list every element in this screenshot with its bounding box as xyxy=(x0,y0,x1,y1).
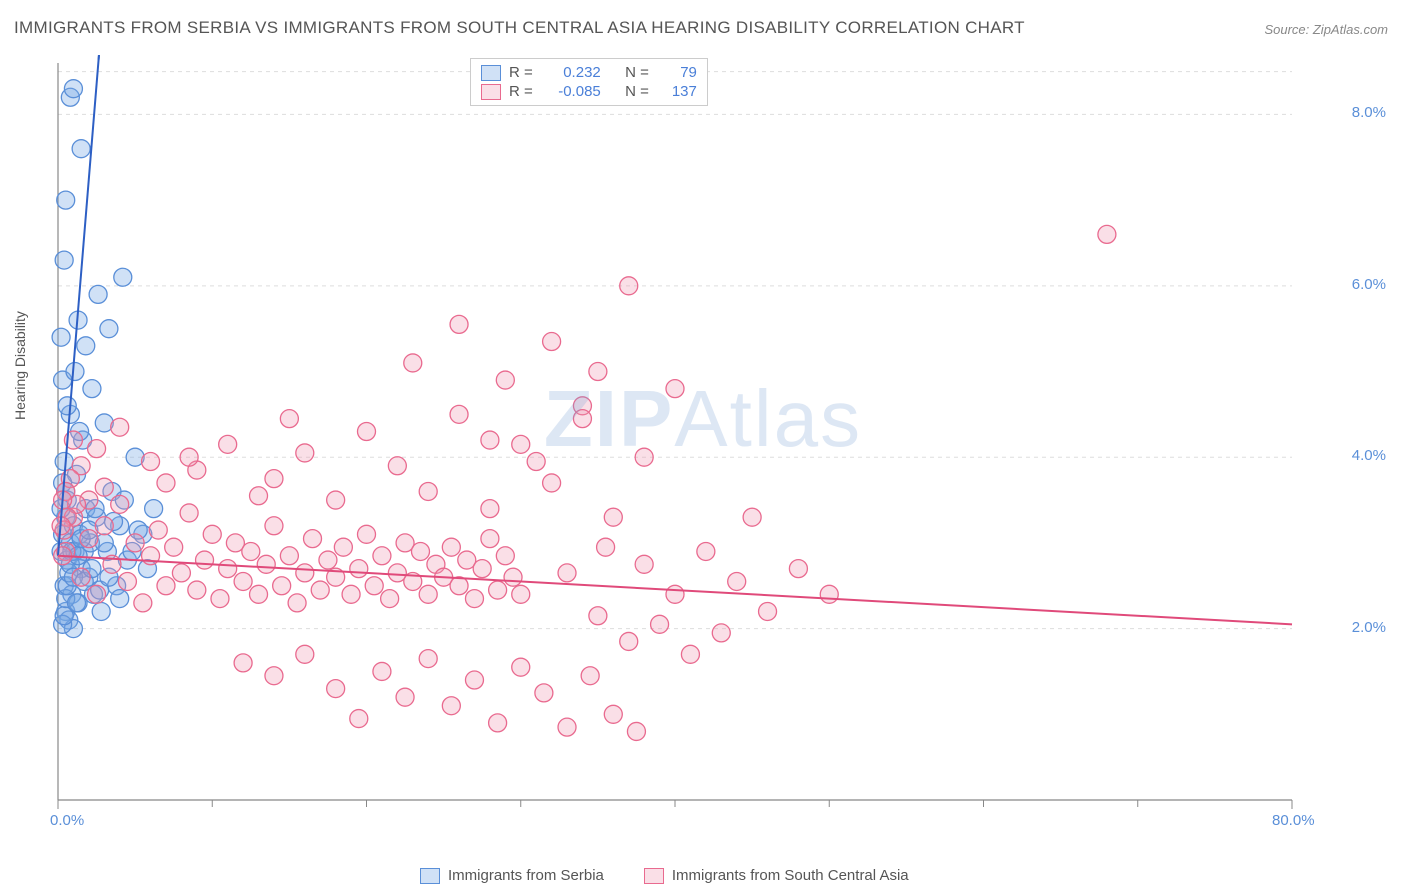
y-tick-label: 6.0% xyxy=(1352,276,1386,293)
stats-legend: R = 0.232 N = 79 R = -0.085 N = 137 xyxy=(470,58,708,106)
legend-label: Immigrants from Serbia xyxy=(448,867,604,884)
source-attribution: Source: ZipAtlas.com xyxy=(1264,22,1388,37)
scatter-plot xyxy=(50,55,1350,825)
y-tick-label: 2.0% xyxy=(1352,619,1386,636)
y-tick-label: 4.0% xyxy=(1352,447,1386,464)
legend-swatch xyxy=(481,84,501,100)
legend-swatch xyxy=(644,868,664,884)
n-label: N = xyxy=(625,64,649,81)
y-axis-label: Hearing Disability xyxy=(12,311,28,420)
series-legend: Immigrants from Serbia Immigrants from So… xyxy=(420,867,909,884)
r-label: R = xyxy=(509,64,533,81)
r-value: -0.085 xyxy=(541,83,601,100)
r-value: 0.232 xyxy=(541,64,601,81)
stats-legend-row: R = -0.085 N = 137 xyxy=(481,82,697,101)
legend-swatch xyxy=(481,65,501,81)
legend-swatch xyxy=(420,868,440,884)
stats-legend-row: R = 0.232 N = 79 xyxy=(481,63,697,82)
r-label: R = xyxy=(509,83,533,100)
x-tick-label: 80.0% xyxy=(1272,812,1315,829)
x-tick-label: 0.0% xyxy=(50,812,84,829)
legend-label: Immigrants from South Central Asia xyxy=(672,867,909,884)
legend-item: Immigrants from South Central Asia xyxy=(644,867,909,884)
legend-item: Immigrants from Serbia xyxy=(420,867,604,884)
n-value: 79 xyxy=(657,64,697,81)
chart-title: IMMIGRANTS FROM SERBIA VS IMMIGRANTS FRO… xyxy=(14,18,1025,38)
y-tick-label: 8.0% xyxy=(1352,104,1386,121)
n-value: 137 xyxy=(657,83,697,100)
n-label: N = xyxy=(625,83,649,100)
